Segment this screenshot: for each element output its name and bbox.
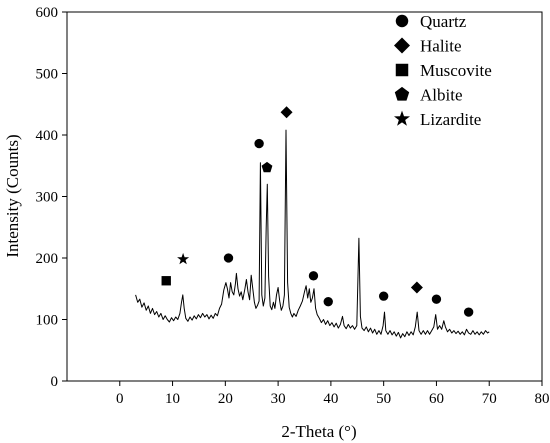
x-tick-label: 80 [535,391,550,407]
x-tick-label: 70 [482,391,497,407]
circle-marker [378,291,389,301]
circle-marker [308,271,319,281]
x-tick-label: 40 [323,391,338,407]
ticks: 0 10 20 30 40 50 60 70 80 0 100 200 300 400 500 600 [36,5,550,407]
y-tick-label: 100 [36,313,59,329]
legend-label: Quartz [420,12,467,31]
circle-marker [323,296,333,307]
diamond-marker [410,281,423,294]
circle-marker [223,253,234,263]
x-axis-title: 2-Theta (°) [281,422,356,441]
legend-star-marker [394,110,410,126]
xrd-pattern-line [135,129,490,339]
diamond-marker [280,106,293,119]
square-marker [161,276,171,286]
x-tick-label: 60 [429,391,444,407]
legend-label: Albite [420,86,463,105]
y-tick-label: 200 [36,251,59,267]
y-tick-label: 0 [51,374,59,390]
circle-marker [431,294,442,304]
legend-pentagon-marker [394,86,410,101]
y-tick-label: 500 [36,67,59,83]
x-tick-label: 20 [218,391,233,407]
x-tick-label: 50 [376,391,391,407]
y-tick-label: 600 [36,5,59,21]
circle-marker [463,307,474,317]
legend-diamond-marker [394,37,410,54]
legend: Quartz Halite Muscovite Albite Lizardite [394,12,492,129]
legend-label: Muscovite [420,61,492,80]
y-tick-label: 300 [36,190,59,206]
pentagon-marker [261,161,273,173]
peak-annotations [161,106,474,317]
legend-square-marker [395,63,409,77]
x-tick-label: 10 [165,391,180,407]
legend-label: Lizardite [420,110,481,129]
legend-circle-marker [395,14,409,28]
y-axis-title: Intensity (Counts) [3,134,22,257]
x-tick-label: 0 [116,391,124,407]
legend-label: Halite [420,37,462,56]
star-marker [177,252,190,265]
circle-marker [254,138,264,149]
x-tick-label: 30 [271,391,286,407]
series [135,129,490,339]
y-tick-label: 400 [36,128,59,144]
